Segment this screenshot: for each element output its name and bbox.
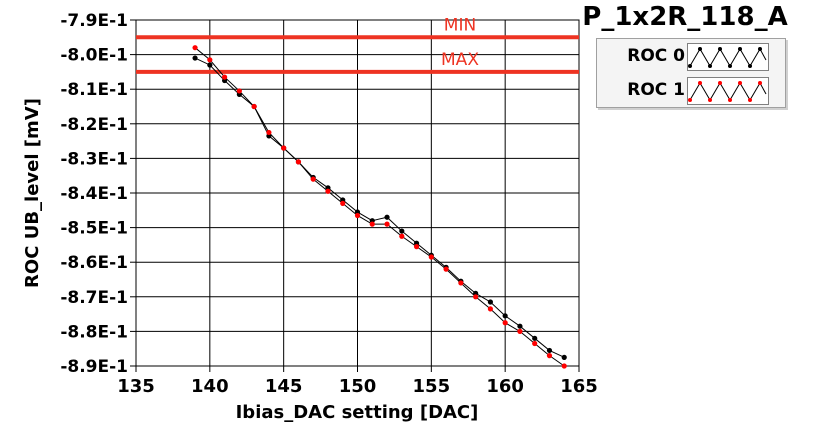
data-point-roc-1 xyxy=(222,74,228,80)
data-point-roc-1 xyxy=(399,233,405,239)
y-axis-ticks: -7.9E-1 -8.0E-1 -8.1E-1 -8.2E-1 -8.3E-1 -8.4E… xyxy=(60,11,136,377)
data-point-roc-0 xyxy=(384,214,390,220)
data-point-roc-1 xyxy=(369,221,375,227)
y-tick-label: -8.4E-1 xyxy=(60,184,128,204)
data-point-roc-0 xyxy=(532,335,538,341)
reference-label-max: MAX xyxy=(441,50,479,70)
data-point-roc-1 xyxy=(532,340,538,347)
y-tick-label: -8.9E-1 xyxy=(60,357,128,377)
x-tick-label: 135 xyxy=(117,376,155,397)
legend-label-roc-0: ROC 0 xyxy=(627,46,685,66)
data-point-roc-1 xyxy=(517,328,523,334)
data-point-roc-1 xyxy=(428,254,434,260)
x-tick-label: 140 xyxy=(191,376,229,397)
y-tick-label: -8.1E-1 xyxy=(60,80,128,100)
zigzag-black-icon xyxy=(688,47,767,68)
x-axis-label: Ibias_DAC setting [DAC] xyxy=(236,402,479,423)
data-point-roc-1 xyxy=(325,188,331,194)
y-tick-label: -8.0E-1 xyxy=(60,46,128,66)
reference-label-min: MIN xyxy=(444,15,476,35)
data-point-roc-1 xyxy=(473,294,479,300)
grid xyxy=(136,20,579,366)
data-point-roc-1 xyxy=(340,200,346,206)
y-tick-label: -8.2E-1 xyxy=(60,115,128,135)
data-point-roc-1 xyxy=(236,88,242,94)
data-point-roc-1 xyxy=(207,57,213,63)
data-point-roc-0 xyxy=(192,55,198,61)
y-tick-label: -8.5E-1 xyxy=(60,219,128,239)
data-point-roc-0 xyxy=(517,323,523,329)
data-point-roc-1 xyxy=(458,280,464,286)
y-tick-label: -8.8E-1 xyxy=(60,322,128,342)
data-point-roc-0 xyxy=(487,299,493,305)
series-line-roc-1 xyxy=(194,47,565,367)
zigzag-red-icon xyxy=(688,81,767,102)
data-point-roc-1 xyxy=(487,306,493,312)
x-tick-label: 150 xyxy=(339,376,377,397)
x-tick-label: 160 xyxy=(486,376,524,397)
x-tick-label: 155 xyxy=(413,376,451,397)
data-point-roc-1 xyxy=(281,145,287,151)
data-point-roc-1 xyxy=(295,159,302,165)
y-tick-label: -8.7E-1 xyxy=(60,288,128,308)
data-point-roc-0 xyxy=(546,347,553,354)
data-point-roc-1 xyxy=(192,45,198,51)
data-point-roc-1 xyxy=(502,320,508,326)
legend-swatch-roc-0 xyxy=(687,43,769,71)
y-tick-label: -7.9E-1 xyxy=(60,11,128,31)
data-point-roc-1 xyxy=(413,244,420,250)
legend-entry-roc-0: ROC 0 xyxy=(597,39,785,73)
data-point-roc-1 xyxy=(561,363,567,369)
legend-label-roc-1: ROC 1 xyxy=(627,80,685,100)
data-point-roc-0 xyxy=(561,354,567,360)
data-point-roc-0 xyxy=(502,313,508,319)
data-point-roc-1 xyxy=(251,103,257,110)
y-tick-label: -8.3E-1 xyxy=(60,149,128,169)
data-point-roc-1 xyxy=(546,353,553,359)
x-tick-label: 165 xyxy=(560,376,598,397)
data-series xyxy=(192,45,567,369)
y-tick-label: -8.6E-1 xyxy=(60,253,128,273)
data-point-roc-1 xyxy=(266,129,272,136)
data-point-roc-1 xyxy=(354,212,361,219)
data-point-roc-0 xyxy=(207,62,213,68)
legend-entry-roc-1: ROC 1 xyxy=(597,73,785,107)
data-point-roc-0 xyxy=(399,228,405,234)
x-tick-label: 145 xyxy=(265,376,303,397)
y-axis-label: ROC UB_level [mV] xyxy=(22,98,43,288)
data-point-roc-1 xyxy=(310,176,316,182)
x-axis-ticks: 135 140 145 150 155 160 165 xyxy=(117,366,598,397)
data-point-roc-1 xyxy=(443,266,449,272)
legend-swatch-roc-1 xyxy=(687,77,769,105)
data-point-roc-1 xyxy=(384,221,390,227)
reference-lines: MIN MAX xyxy=(136,15,579,74)
chart-title: P_1x2R_118_A xyxy=(582,2,788,32)
legend: ROC 0 ROC 1 xyxy=(596,38,786,108)
